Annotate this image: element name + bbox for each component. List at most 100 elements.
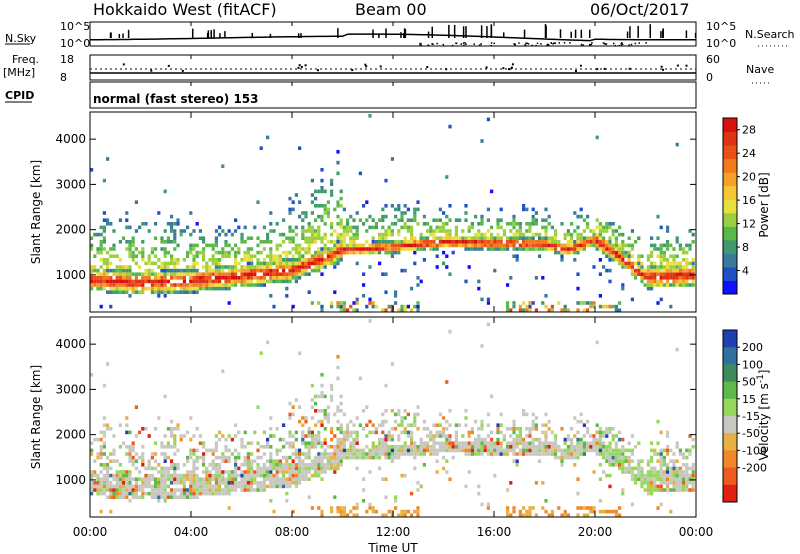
velocity-cell: [682, 455, 686, 460]
velocity-cell: [93, 484, 97, 489]
power-cell: [422, 236, 426, 240]
power-cell: [330, 240, 334, 244]
power-cell: [435, 225, 439, 230]
power-cell: [352, 301, 356, 305]
power-cell: [150, 290, 154, 294]
power-cell: [202, 286, 206, 291]
power-cell: [550, 304, 554, 309]
power-cell: [266, 265, 270, 269]
velocity-cell: [349, 441, 353, 445]
power-cell: [592, 240, 596, 244]
power-cell: [317, 236, 321, 240]
power-cell: [579, 247, 583, 251]
power-cell: [394, 214, 398, 219]
velocity-cell: [298, 481, 302, 485]
velocity-cell: [218, 481, 222, 485]
velocity-cell: [275, 470, 279, 474]
power-cell: [192, 243, 196, 248]
velocity-cell: [384, 383, 388, 388]
velocity-cell: [534, 423, 538, 427]
velocity-cell: [410, 423, 414, 427]
power-cell: [371, 240, 375, 244]
power-cell: [205, 276, 209, 280]
power-cell: [566, 243, 570, 248]
velocity-cell: [317, 434, 321, 438]
power-cell: [355, 250, 359, 255]
power-cell: [467, 265, 471, 269]
power-cell: [336, 232, 340, 237]
power-cell: [672, 279, 676, 284]
velocity-cell: [672, 463, 676, 467]
velocity-cell: [253, 473, 257, 478]
power-cell: [288, 196, 292, 201]
power-cell: [448, 236, 452, 240]
power-cell: [240, 258, 244, 262]
velocity-cell: [672, 481, 676, 485]
velocity-cell: [125, 484, 129, 489]
velocity-cell: [509, 448, 513, 453]
velocity-cell: [205, 466, 209, 471]
velocity-cell: [390, 434, 394, 438]
velocity-cell: [272, 434, 276, 438]
velocity-cell: [346, 455, 350, 460]
velocity-cell: [656, 506, 660, 510]
velocity-cell: [618, 437, 622, 442]
power-cell: [147, 286, 151, 291]
power-cell: [554, 243, 558, 248]
velocity-cell: [211, 477, 215, 481]
velocity-cell: [544, 430, 548, 435]
velocity-cell: [426, 427, 430, 431]
power-cell: [614, 250, 618, 255]
power-cell: [486, 240, 490, 244]
velocity-cell: [614, 463, 618, 467]
power-cell: [387, 250, 391, 255]
power-cell: [470, 247, 474, 251]
velocity-cell: [579, 506, 583, 510]
velocity-cell: [109, 473, 113, 478]
velocity-cell: [637, 466, 641, 471]
velocity-cell: [403, 473, 407, 478]
velocity-cell: [150, 488, 154, 492]
power-cell: [166, 261, 170, 266]
power-cell: [637, 261, 641, 266]
power-cell: [275, 258, 279, 262]
power-cell: [224, 254, 228, 258]
velocity-cell: [342, 506, 346, 510]
power-cell: [96, 250, 100, 255]
power-cell: [330, 225, 334, 230]
power-cell: [301, 211, 305, 215]
power-cell: [304, 265, 308, 269]
power-cell: [342, 240, 346, 244]
power-cell: [554, 240, 558, 244]
power-cell: [125, 211, 129, 215]
power-cell: [358, 250, 362, 255]
velocity-cell: [400, 509, 404, 514]
power-cell: [477, 247, 481, 251]
power-cell: [122, 290, 126, 294]
colorbar-segment: [723, 145, 737, 160]
power-cell: [538, 247, 542, 251]
velocity-cell: [381, 437, 385, 442]
power-cell: [163, 240, 167, 244]
velocity-cell: [442, 448, 446, 453]
power-cell: [669, 254, 673, 258]
power-cell: [586, 214, 590, 219]
velocity-cell: [237, 430, 241, 435]
power-cell: [246, 247, 250, 251]
velocity-cell: [166, 477, 170, 481]
power-cell: [342, 207, 346, 212]
velocity-cell: [618, 513, 622, 517]
power-cell: [301, 218, 305, 222]
velocity-cell: [518, 434, 522, 438]
power-cell: [173, 272, 177, 276]
power-cell: [662, 265, 666, 269]
velocity-cell: [608, 427, 612, 431]
power-cell: [410, 232, 414, 237]
power-cell: [406, 207, 410, 212]
velocity-cell: [525, 509, 529, 514]
velocity-cell: [483, 441, 487, 445]
velocity-cell: [179, 477, 183, 481]
velocity-cell: [586, 445, 590, 449]
power-cell: [426, 229, 430, 233]
